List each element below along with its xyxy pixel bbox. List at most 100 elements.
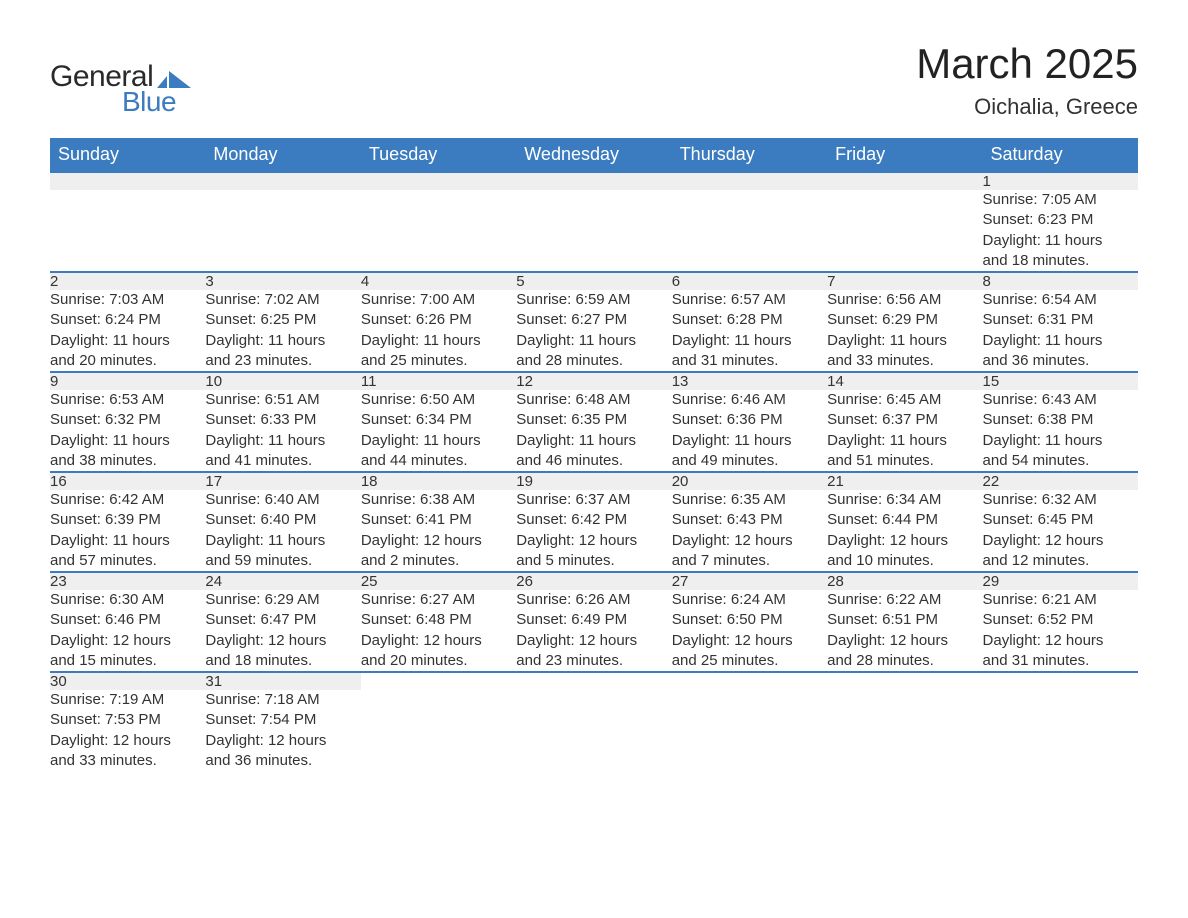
sunset-text: Sunset: 6:42 PM	[516, 510, 671, 530]
sunset-text: Sunset: 6:46 PM	[50, 610, 205, 630]
daylight-text-1: Daylight: 11 hours	[50, 531, 205, 551]
daylight-text-1: Daylight: 12 hours	[205, 731, 360, 751]
daylight-text-1: Daylight: 12 hours	[827, 631, 982, 651]
day-cell: Sunrise: 6:38 AMSunset: 6:41 PMDaylight:…	[361, 490, 516, 572]
day-content-row: Sunrise: 6:42 AMSunset: 6:39 PMDaylight:…	[50, 490, 1138, 572]
day-cell: Sunrise: 6:48 AMSunset: 6:35 PMDaylight:…	[516, 390, 671, 472]
sunrise-text: Sunrise: 6:56 AM	[827, 290, 982, 310]
weekday-header: Saturday	[983, 138, 1138, 172]
sunset-text: Sunset: 6:35 PM	[516, 410, 671, 430]
day-cell: Sunrise: 6:42 AMSunset: 6:39 PMDaylight:…	[50, 490, 205, 572]
day-number: 23	[50, 572, 205, 590]
daylight-text-2: and 38 minutes.	[50, 451, 205, 471]
day-cell	[50, 190, 205, 272]
day-number	[827, 172, 982, 190]
daylight-text-2: and 10 minutes.	[827, 551, 982, 571]
day-cell: Sunrise: 6:43 AMSunset: 6:38 PMDaylight:…	[983, 390, 1138, 472]
day-number: 11	[361, 372, 516, 390]
day-cell	[827, 690, 982, 771]
title-block: March 2025 Oichalia, Greece	[916, 40, 1138, 120]
day-cell: Sunrise: 6:27 AMSunset: 6:48 PMDaylight:…	[361, 590, 516, 672]
day-number: 14	[827, 372, 982, 390]
day-number: 22	[983, 472, 1138, 490]
month-title: March 2025	[916, 40, 1138, 88]
day-cell: Sunrise: 6:21 AMSunset: 6:52 PMDaylight:…	[983, 590, 1138, 672]
daylight-text-2: and 18 minutes.	[983, 251, 1138, 271]
day-cell: Sunrise: 6:57 AMSunset: 6:28 PMDaylight:…	[672, 290, 827, 372]
day-cell: Sunrise: 7:03 AMSunset: 6:24 PMDaylight:…	[50, 290, 205, 372]
sunset-text: Sunset: 6:34 PM	[361, 410, 516, 430]
sunset-text: Sunset: 6:45 PM	[983, 510, 1138, 530]
logo: General Blue	[50, 60, 191, 118]
day-number: 2	[50, 272, 205, 290]
day-number: 26	[516, 572, 671, 590]
day-content-row: Sunrise: 7:03 AMSunset: 6:24 PMDaylight:…	[50, 290, 1138, 372]
sunset-text: Sunset: 6:50 PM	[672, 610, 827, 630]
day-cell: Sunrise: 6:35 AMSunset: 6:43 PMDaylight:…	[672, 490, 827, 572]
sunset-text: Sunset: 6:44 PM	[827, 510, 982, 530]
day-number: 31	[205, 672, 360, 690]
sunrise-text: Sunrise: 6:32 AM	[983, 490, 1138, 510]
sunset-text: Sunset: 6:32 PM	[50, 410, 205, 430]
weekday-header: Friday	[827, 138, 982, 172]
sunrise-text: Sunrise: 6:57 AM	[672, 290, 827, 310]
day-cell: Sunrise: 6:53 AMSunset: 6:32 PMDaylight:…	[50, 390, 205, 472]
sunrise-text: Sunrise: 6:43 AM	[983, 390, 1138, 410]
day-content-row: Sunrise: 6:30 AMSunset: 6:46 PMDaylight:…	[50, 590, 1138, 672]
sunset-text: Sunset: 6:37 PM	[827, 410, 982, 430]
sunrise-text: Sunrise: 6:27 AM	[361, 590, 516, 610]
day-cell	[672, 190, 827, 272]
day-number: 15	[983, 372, 1138, 390]
daylight-text-2: and 5 minutes.	[516, 551, 671, 571]
daylight-text-1: Daylight: 12 hours	[672, 531, 827, 551]
daylight-text-1: Daylight: 11 hours	[205, 531, 360, 551]
daylight-text-2: and 20 minutes.	[50, 351, 205, 371]
header: General Blue March 2025 Oichalia, Greece	[50, 40, 1138, 120]
day-number: 28	[827, 572, 982, 590]
sunrise-text: Sunrise: 6:48 AM	[516, 390, 671, 410]
daylight-text-1: Daylight: 12 hours	[361, 531, 516, 551]
day-cell: Sunrise: 6:50 AMSunset: 6:34 PMDaylight:…	[361, 390, 516, 472]
daylight-text-1: Daylight: 11 hours	[205, 331, 360, 351]
day-cell	[361, 190, 516, 272]
sunset-text: Sunset: 7:53 PM	[50, 710, 205, 730]
day-number: 21	[827, 472, 982, 490]
day-number: 9	[50, 372, 205, 390]
daylight-text-2: and 49 minutes.	[672, 451, 827, 471]
day-cell	[516, 690, 671, 771]
sunrise-text: Sunrise: 6:35 AM	[672, 490, 827, 510]
day-content-row: Sunrise: 6:53 AMSunset: 6:32 PMDaylight:…	[50, 390, 1138, 472]
day-cell: Sunrise: 6:34 AMSunset: 6:44 PMDaylight:…	[827, 490, 982, 572]
day-number: 4	[361, 272, 516, 290]
sunrise-text: Sunrise: 6:54 AM	[983, 290, 1138, 310]
sunset-text: Sunset: 7:54 PM	[205, 710, 360, 730]
sunrise-text: Sunrise: 6:29 AM	[205, 590, 360, 610]
sunrise-text: Sunrise: 6:40 AM	[205, 490, 360, 510]
day-number-row: 23242526272829	[50, 572, 1138, 590]
day-number	[827, 672, 982, 690]
daylight-text-2: and 31 minutes.	[983, 651, 1138, 671]
day-number	[672, 672, 827, 690]
daylight-text-2: and 20 minutes.	[361, 651, 516, 671]
sunrise-text: Sunrise: 6:22 AM	[827, 590, 982, 610]
daylight-text-1: Daylight: 11 hours	[50, 331, 205, 351]
day-cell: Sunrise: 7:18 AMSunset: 7:54 PMDaylight:…	[205, 690, 360, 771]
sunset-text: Sunset: 6:33 PM	[205, 410, 360, 430]
day-number	[361, 672, 516, 690]
sunset-text: Sunset: 6:31 PM	[983, 310, 1138, 330]
daylight-text-2: and 41 minutes.	[205, 451, 360, 471]
sunset-text: Sunset: 6:39 PM	[50, 510, 205, 530]
sunrise-text: Sunrise: 6:51 AM	[205, 390, 360, 410]
weekday-header-row: SundayMondayTuesdayWednesdayThursdayFrid…	[50, 138, 1138, 172]
daylight-text-1: Daylight: 12 hours	[361, 631, 516, 651]
daylight-text-2: and 33 minutes.	[50, 751, 205, 771]
sunset-text: Sunset: 6:43 PM	[672, 510, 827, 530]
sunset-text: Sunset: 6:29 PM	[827, 310, 982, 330]
sunset-text: Sunset: 6:49 PM	[516, 610, 671, 630]
day-cell	[516, 190, 671, 272]
day-cell: Sunrise: 6:32 AMSunset: 6:45 PMDaylight:…	[983, 490, 1138, 572]
day-number: 29	[983, 572, 1138, 590]
day-content-row: Sunrise: 7:19 AMSunset: 7:53 PMDaylight:…	[50, 690, 1138, 771]
day-number	[516, 172, 671, 190]
day-number-row: 1	[50, 172, 1138, 190]
